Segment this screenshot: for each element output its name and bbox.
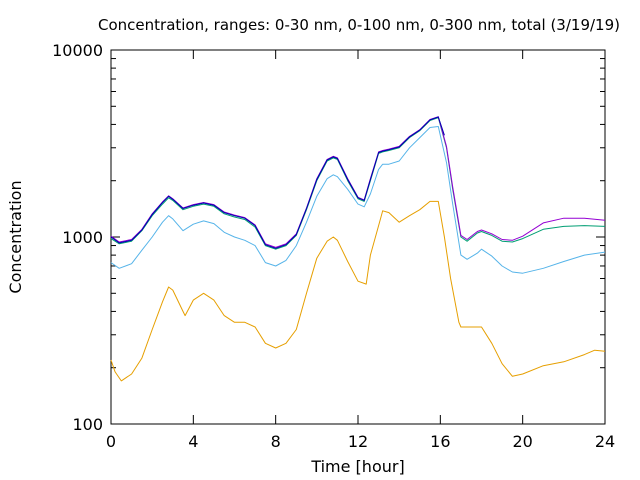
y-tick-label: 1000: [62, 228, 103, 247]
x-tick-label: 4: [188, 432, 198, 451]
y-tick-label: 10000: [52, 41, 103, 60]
series-line-4: [110, 116, 606, 248]
series-line-5: [110, 116, 445, 249]
y-tick-label: 100: [72, 415, 103, 434]
series-line-1: [110, 200, 606, 382]
series-line-3: [110, 117, 606, 250]
series-line-2: [110, 126, 606, 274]
plot-frame: [110, 49, 606, 425]
y-axis-label: Concentration: [6, 180, 25, 293]
chart-title: Concentration, ranges: 0-30 nm, 0-100 nm…: [98, 16, 620, 34]
x-tick-label: 8: [271, 432, 281, 451]
x-axis-label: Time [hour]: [310, 457, 404, 476]
x-tick-label: 12: [348, 432, 368, 451]
x-tick-label: 16: [430, 432, 450, 451]
x-tick-label: 24: [595, 432, 615, 451]
x-tick-label: 20: [512, 432, 532, 451]
x-tick-label: 0: [106, 432, 116, 451]
y-axis: 100 1000 10000: [52, 41, 605, 434]
series-layer: [110, 116, 606, 382]
x-axis: 0 4 8 12 16 20 24: [106, 50, 615, 451]
